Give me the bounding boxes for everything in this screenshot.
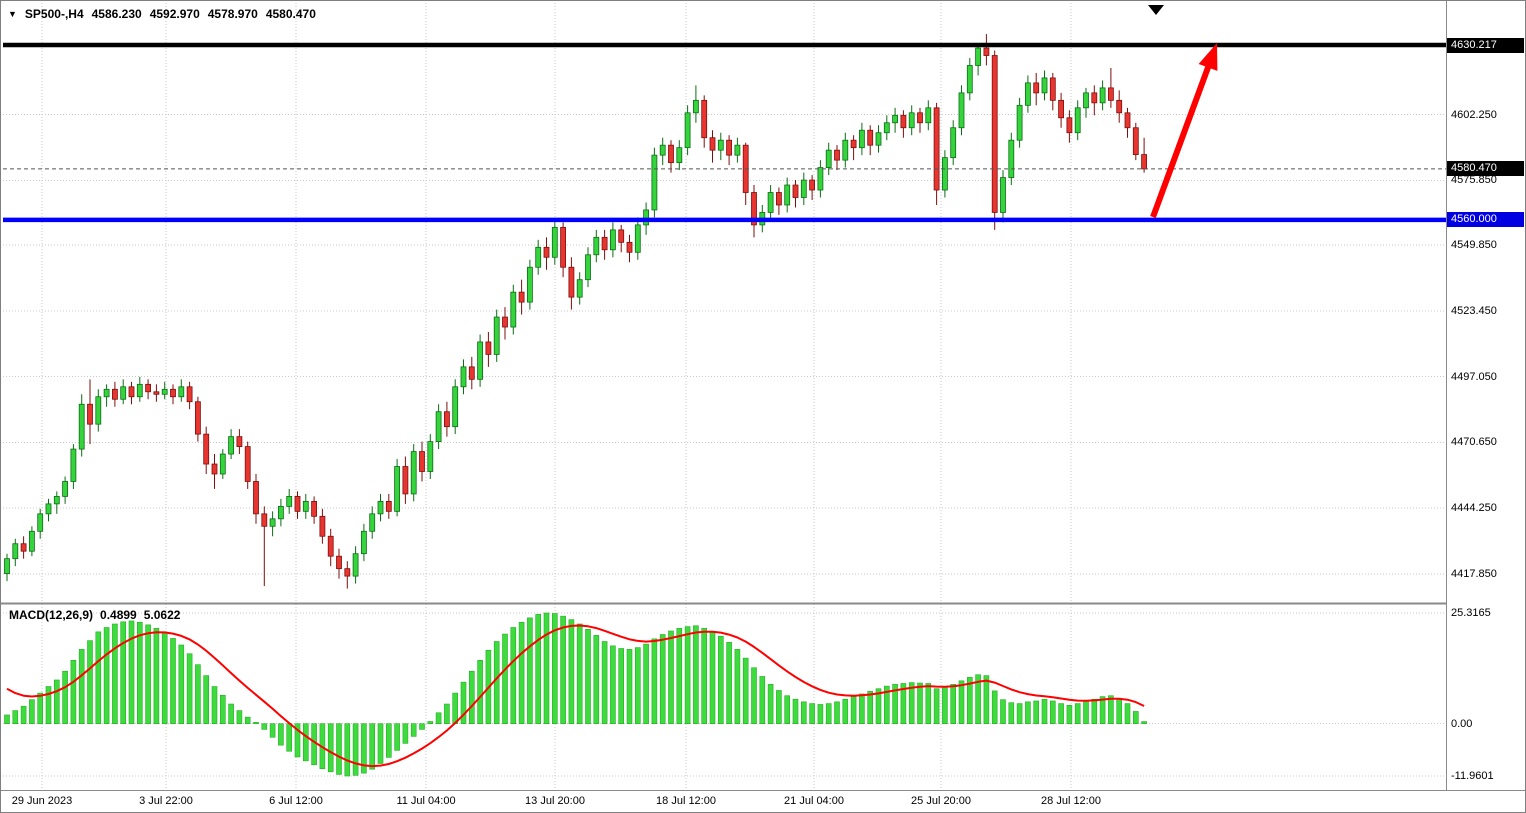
- price-axis-label: 4523.450: [1451, 304, 1497, 317]
- date-label: 13 Jul 20:00: [525, 795, 585, 807]
- macd-axis-label: -11.9601: [1451, 770, 1494, 782]
- price-axis-label: 4444.250: [1451, 502, 1497, 515]
- macd-label: MACD(12,26,9): [9, 608, 94, 622]
- date-label: 28 Jul 12:00: [1041, 795, 1101, 807]
- macd-axis-label: 25.3165: [1451, 607, 1491, 619]
- date-label: 21 Jul 04:00: [784, 795, 844, 807]
- macd-axis-label: 0.00: [1451, 717, 1473, 730]
- date-label: 29 Jun 2023: [11, 795, 73, 807]
- chart-title: ▼ SP500-,H4 4586.230 4592.970 4578.970 4…: [8, 7, 316, 21]
- date-label: 6 Jul 12:00: [269, 795, 323, 807]
- price-axis-label: 4417.850: [1451, 568, 1497, 580]
- macd-signal-line: [6, 624, 1145, 768]
- symbol-timeframe: SP500-,H4: [24, 7, 84, 21]
- ohlc-low: 4578.970: [207, 7, 258, 21]
- macd-value-main: 0.4899: [100, 608, 137, 622]
- price-axis-label: 4602.250: [1451, 108, 1497, 121]
- gridlines: [3, 3, 1446, 790]
- price-axis[interactable]: 4602.250 4575.850 4549.850 4523.450 4497.050…: [1447, 1, 1525, 790]
- ohlc-open: 4586.230: [91, 7, 142, 21]
- chart-shift-marker-icon[interactable]: [1148, 5, 1164, 15]
- macd-histogram: [4, 612, 1147, 777]
- time-axis[interactable]: 29 Jun 2023 3 Jul 22:00 6 Jul 12:00 11 Jul …: [1, 791, 1447, 812]
- title-triangle-icon: ▼: [8, 9, 17, 19]
- macd-header: MACD(12,26,9) 0.4899 5.0622: [9, 608, 180, 622]
- date-label: 18 Jul 12:00: [656, 795, 716, 807]
- ohlc-close: 4580.470: [265, 7, 316, 21]
- price-axis-label: 4549.850: [1451, 239, 1497, 252]
- date-label: 3 Jul 22:00: [139, 795, 193, 807]
- date-label: 25 Jul 20:00: [911, 795, 971, 807]
- date-label: 11 Jul 04:00: [396, 795, 456, 807]
- trend-arrow[interactable]: [1150, 43, 1218, 219]
- price-tag: 4580.470: [1447, 161, 1524, 177]
- price-axis-label: 4470.650: [1451, 436, 1497, 449]
- price-tag: 4630.217: [1447, 37, 1524, 53]
- macd-value-signal: 5.0622: [143, 608, 181, 622]
- price-tag: 4560.000: [1447, 212, 1524, 228]
- price-axis-label: 4575.850: [1451, 174, 1497, 187]
- price-axis-label: 4497.050: [1451, 370, 1497, 383]
- ohlc-high: 4592.970: [149, 7, 200, 21]
